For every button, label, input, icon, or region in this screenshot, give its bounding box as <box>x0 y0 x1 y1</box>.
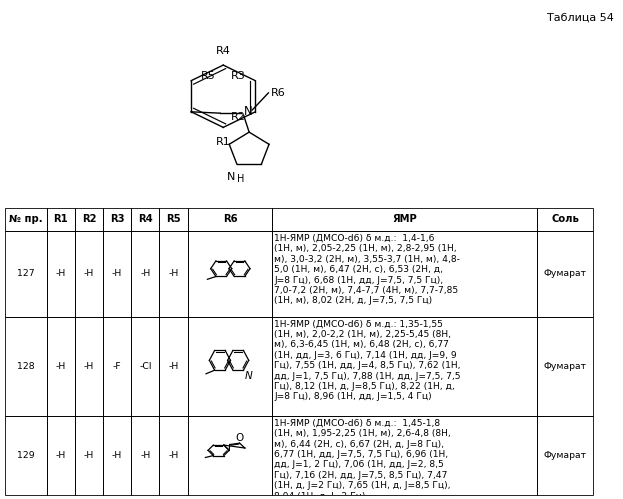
Bar <box>131 208 159 231</box>
Bar <box>188 416 272 495</box>
Bar <box>159 208 188 231</box>
Bar <box>103 317 131 416</box>
Text: Фумарат: Фумарат <box>544 362 587 371</box>
Text: Соль: Соль <box>551 215 579 225</box>
Text: R3: R3 <box>231 71 245 81</box>
Text: -H: -H <box>55 362 66 371</box>
Text: -H: -H <box>112 269 122 278</box>
Bar <box>272 416 537 495</box>
Text: R2: R2 <box>82 215 96 225</box>
Text: O: O <box>235 433 244 443</box>
Text: R6: R6 <box>222 215 237 225</box>
Bar <box>159 317 188 416</box>
Text: N: N <box>244 371 252 381</box>
Text: -F: -F <box>113 362 121 371</box>
Bar <box>75 416 103 495</box>
Text: R5: R5 <box>166 215 181 225</box>
Bar <box>537 231 594 317</box>
Bar <box>47 208 75 231</box>
Text: N: N <box>244 105 252 118</box>
Text: -H: -H <box>168 451 179 460</box>
Bar <box>47 231 75 317</box>
Text: 1Н-ЯМР (ДМСО-d6) δ м.д.:  1,45-1,8
(1Н, м), 1,95-2,25 (1Н, м), 2,6-4,8 (8Н,
м), : 1Н-ЯМР (ДМСО-d6) δ м.д.: 1,45-1,8 (1Н, м… <box>274 419 451 499</box>
Bar <box>537 208 594 231</box>
Bar <box>131 231 159 317</box>
Text: 1Н-ЯМР (ДМСО-d6) δ м.д.: 1,35-1,55
(1Н, м), 2,0-2,2 (1Н, м), 2,25-5,45 (8Н,
м), : 1Н-ЯМР (ДМСО-d6) δ м.д.: 1,35-1,55 (1Н, … <box>274 320 460 402</box>
Bar <box>75 317 103 416</box>
Text: 129: 129 <box>17 451 35 460</box>
Bar <box>103 208 131 231</box>
Text: -H: -H <box>55 451 66 460</box>
Text: R5: R5 <box>201 71 216 81</box>
Text: H: H <box>237 174 244 184</box>
Bar <box>103 231 131 317</box>
Text: -H: -H <box>84 451 94 460</box>
Text: Фумарат: Фумарат <box>544 269 587 278</box>
Text: R4: R4 <box>216 46 231 56</box>
Bar <box>272 231 537 317</box>
Bar <box>272 208 537 231</box>
Text: -H: -H <box>112 451 122 460</box>
Bar <box>5 416 47 495</box>
Text: R1: R1 <box>216 137 231 147</box>
Text: Таблица 54: Таблица 54 <box>547 12 614 22</box>
Text: -H: -H <box>84 362 94 371</box>
Text: N: N <box>227 172 235 182</box>
Bar <box>131 317 159 416</box>
Text: 1Н-ЯМР (ДМСО-d6) δ м.д.:  1,4-1,6
(1Н, м), 2,05-2,25 (1Н, м), 2,8-2,95 (1Н,
м), : 1Н-ЯМР (ДМСО-d6) δ м.д.: 1,4-1,6 (1Н, м)… <box>274 234 460 305</box>
Text: 127: 127 <box>17 269 35 278</box>
Bar <box>131 416 159 495</box>
Bar <box>5 317 47 416</box>
Bar <box>5 231 47 317</box>
Bar <box>272 317 537 416</box>
Bar <box>75 231 103 317</box>
Bar <box>103 416 131 495</box>
Bar <box>47 317 75 416</box>
Bar <box>75 208 103 231</box>
Text: -H: -H <box>168 362 179 371</box>
Bar <box>159 416 188 495</box>
Text: -H: -H <box>55 269 66 278</box>
Text: R4: R4 <box>138 215 153 225</box>
Text: -H: -H <box>140 451 151 460</box>
Bar <box>188 208 272 231</box>
Text: № пр.: № пр. <box>9 215 42 225</box>
Text: R6: R6 <box>271 88 286 98</box>
Text: -H: -H <box>168 269 179 278</box>
Bar <box>537 416 594 495</box>
Text: -H: -H <box>140 269 151 278</box>
Text: ЯМР: ЯМР <box>392 215 417 225</box>
Text: R3: R3 <box>110 215 125 225</box>
Bar <box>537 317 594 416</box>
Bar <box>188 317 272 416</box>
Text: Фумарат: Фумарат <box>544 451 587 460</box>
Bar <box>47 416 75 495</box>
Bar <box>5 208 47 231</box>
Text: R1: R1 <box>54 215 68 225</box>
Bar <box>188 231 272 317</box>
Text: -H: -H <box>84 269 94 278</box>
Text: 128: 128 <box>17 362 35 371</box>
Text: R2: R2 <box>231 112 245 122</box>
Text: -Cl: -Cl <box>139 362 151 371</box>
Bar <box>159 231 188 317</box>
